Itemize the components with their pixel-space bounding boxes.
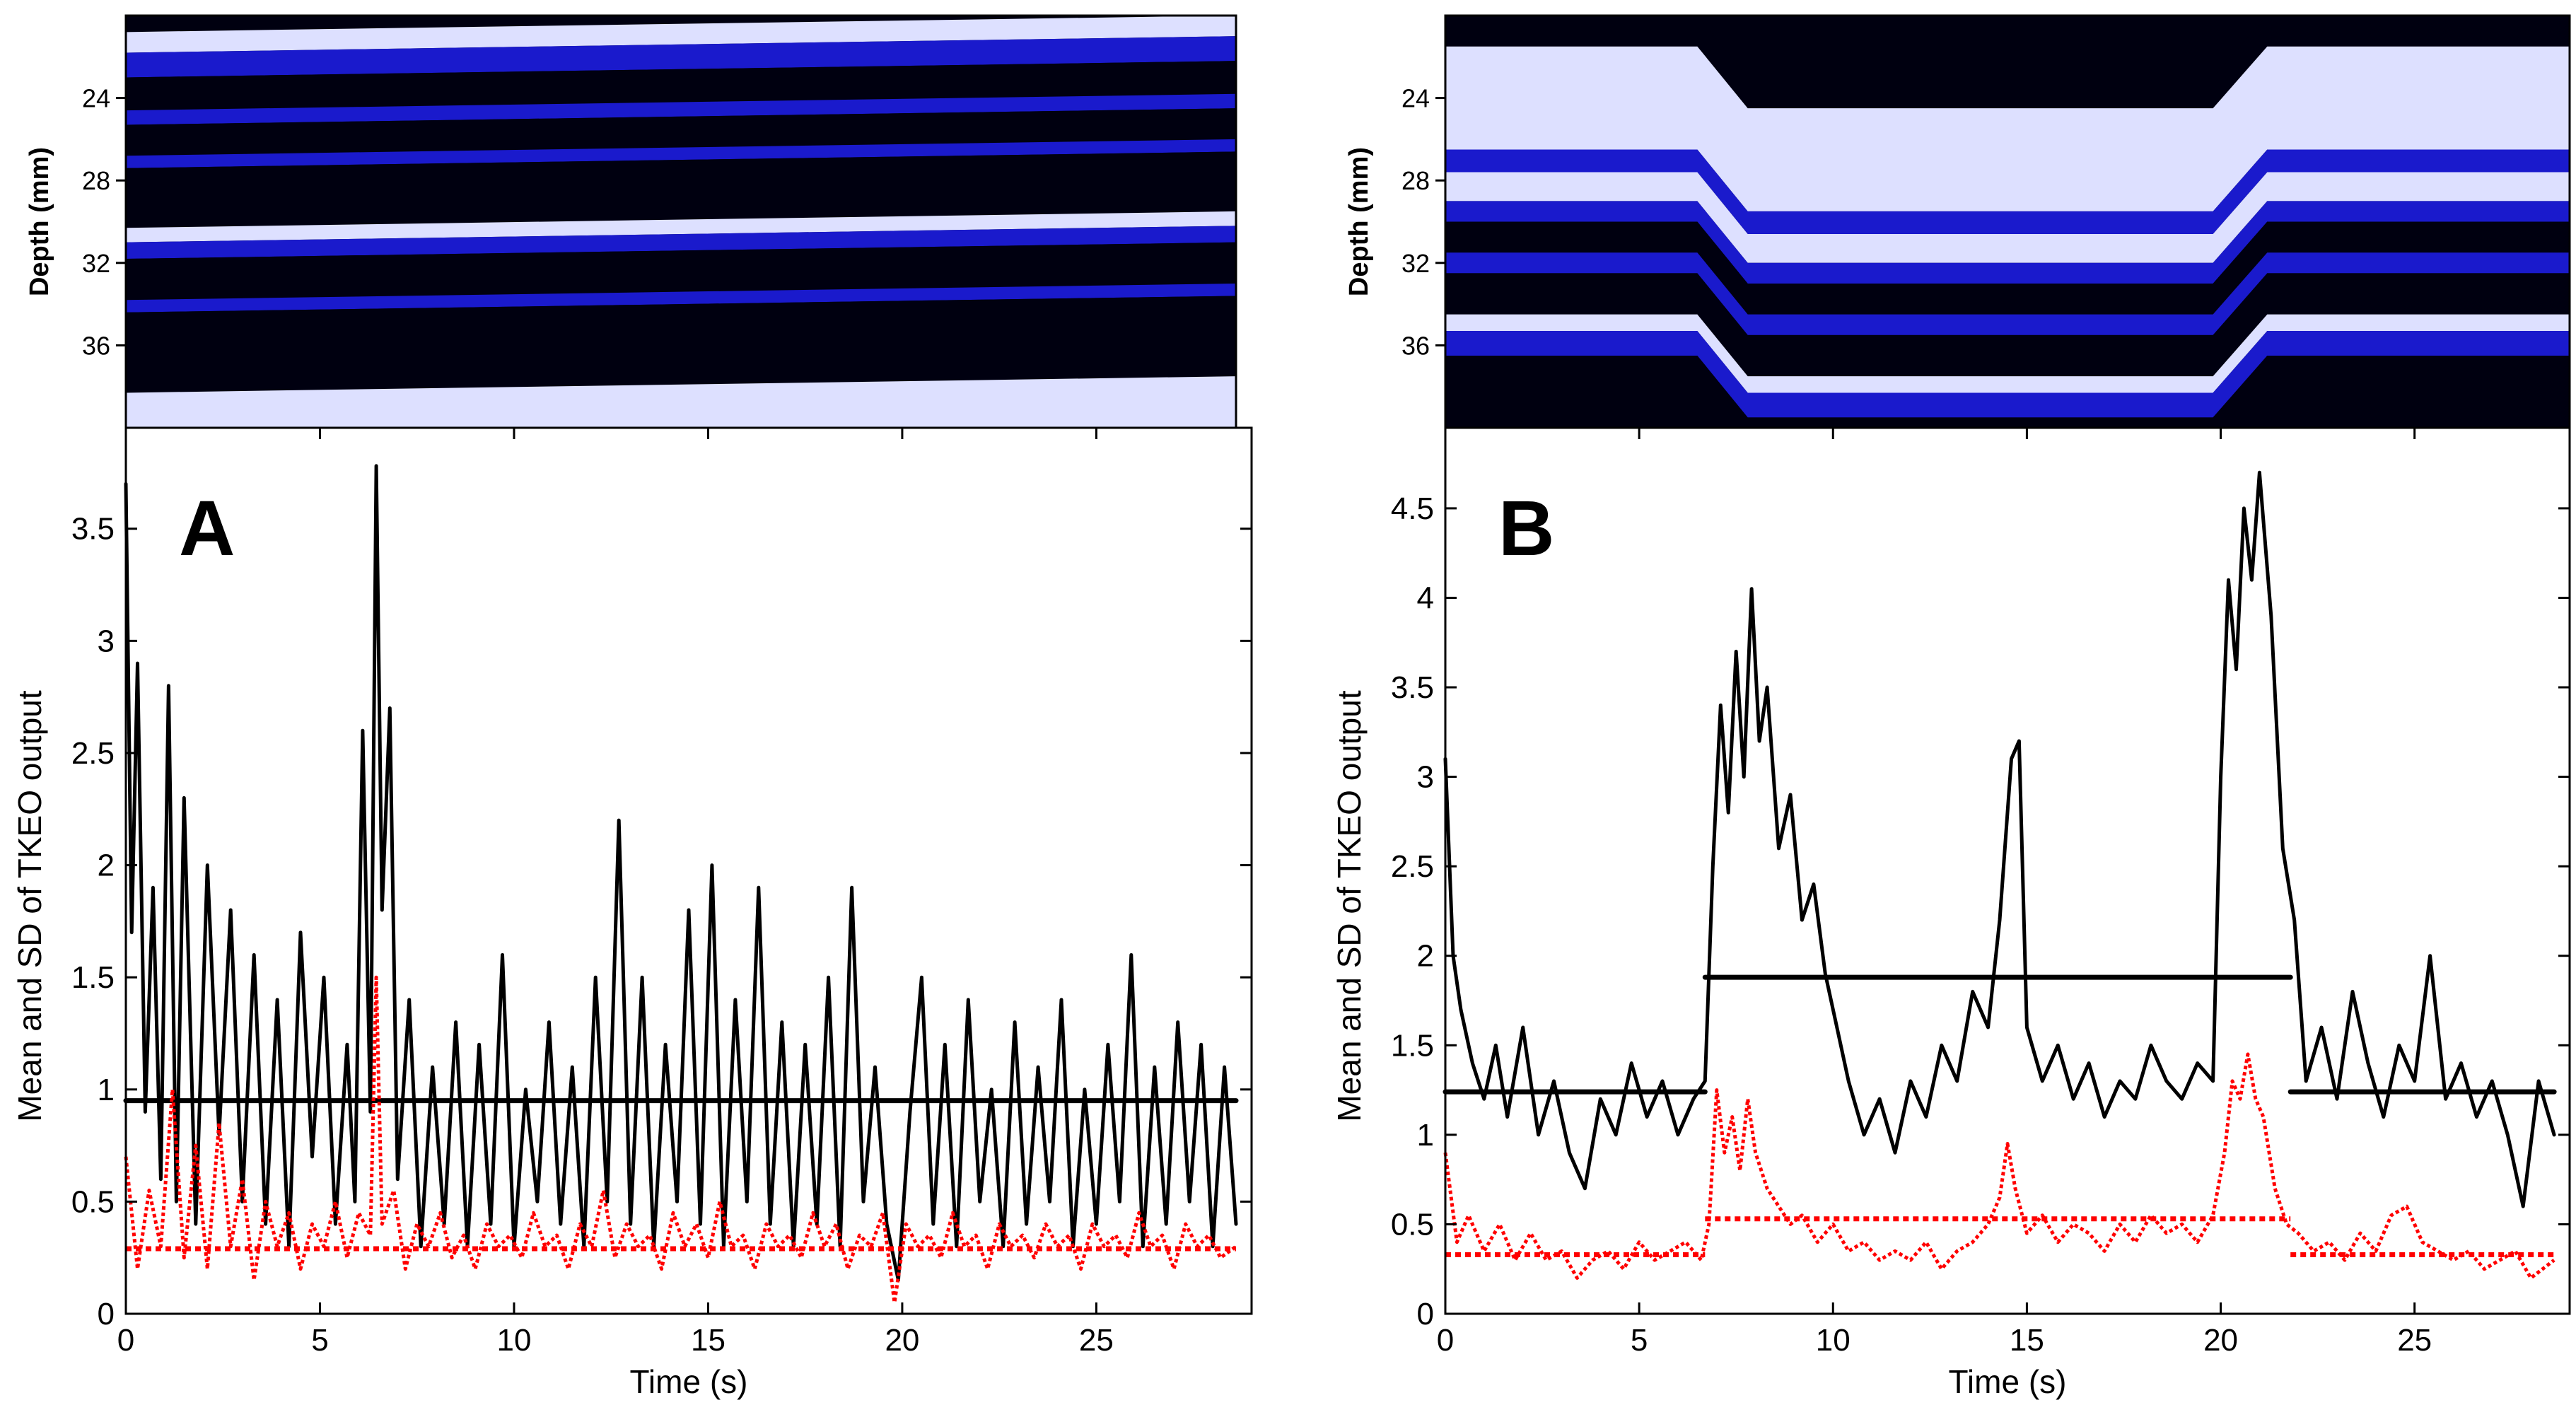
panel-a-heatmap-ytick-label: 36	[82, 331, 110, 360]
panel-a-series-tkeo-sd	[124, 975, 1237, 1305]
panel-a-heatmap-band	[126, 151, 1236, 228]
panel-a-heatmap-ytick-label: 28	[82, 166, 110, 195]
panel-a-ytick-label: 3.5	[71, 512, 115, 547]
panel-b-heatmap-band	[1445, 314, 2570, 393]
panel-b-label: B	[1498, 485, 1554, 572]
panel-a-plot-content	[123, 464, 1239, 1305]
panel-a-xtick-label: 5	[311, 1323, 328, 1358]
panel-a-heatmap-bands	[126, 16, 1236, 428]
panel-a-heatmap-band	[126, 296, 1236, 393]
panel-a-plot-frame	[124, 426, 1253, 1315]
panel-a-ytick-label: 2	[98, 849, 115, 883]
panel-b-ytick-label: 1	[1417, 1118, 1434, 1153]
panel-b-ytick-label: 0	[1417, 1297, 1434, 1331]
panel-a-ytick-label: 3	[98, 624, 115, 658]
panel-b-xtick-label: 20	[2203, 1323, 2238, 1358]
panel-a-ytick-label: 0.5	[71, 1184, 115, 1219]
panel-a-heatmap-ticks: 24 28 32 36	[82, 84, 126, 360]
panel-a-xtick-label: 0	[117, 1323, 134, 1358]
panel-b-heatmap-band	[1445, 273, 2570, 377]
panel-b-heatmap-ytick-label: 24	[1401, 84, 1430, 113]
panel-b-series-tkeo-sd	[1443, 1052, 2555, 1280]
panel-a-heatmap-band	[126, 93, 1236, 125]
panel-b-heatmap-ytick-label: 28	[1401, 166, 1430, 195]
panel-b-heatmap-band	[1445, 330, 2570, 418]
panel-a-xlabel: Time (s)	[630, 1363, 748, 1400]
panel-b-series-tkeo-mean	[1443, 470, 2556, 1208]
panel-a-xtick-label: 20	[885, 1323, 919, 1358]
panel-b-heatmap: 24 28 32 36 Depth (mm)	[1344, 14, 2571, 429]
panel-b-heatmap-ylabel: Depth (mm)	[1344, 147, 1374, 296]
panel-a-heatmap-band	[126, 61, 1236, 111]
panel-b-heatmap-band	[1445, 16, 2570, 109]
panel-b-heatmap-band	[1445, 149, 2570, 234]
panel-b-xtick-label: 10	[1816, 1323, 1851, 1358]
panel-b-chart: 0 5 10 15 20 25 0 0.5 1 1.5 2 2.5 3 3.5 4 4.5 B Time (s…	[1331, 426, 2571, 1400]
panel-b-xtick-label: 25	[2397, 1323, 2432, 1358]
panel-b-heatmap-bands	[1445, 16, 2570, 428]
panel-b-xtick-label: 0	[1437, 1323, 1454, 1358]
panel-b-plot-content	[1443, 470, 2557, 1280]
panel-a-xtick-label: 10	[496, 1323, 531, 1358]
panel-a-xtick-label: 25	[1079, 1323, 1114, 1358]
panel-a-heatmap-band	[126, 226, 1236, 259]
panel-a-heatmap-ytick-label: 24	[82, 84, 110, 113]
panel-a-heatmap-band	[126, 108, 1236, 156]
panel-b-ytick-label: 0.5	[1391, 1207, 1434, 1242]
panel-a-heatmap-band	[126, 211, 1236, 243]
panel-a-heatmap-band	[126, 242, 1236, 301]
panel-a-ytick-label: 0	[98, 1297, 115, 1331]
panel-b-ytick-label: 2.5	[1391, 849, 1434, 884]
panel-b-ytick-label: 4.5	[1391, 491, 1434, 526]
panel-b-ytick-label: 2	[1417, 939, 1434, 974]
panel-a-heatmap-ytick-label: 32	[82, 249, 110, 278]
panel-a-series-tkeo-mean	[124, 464, 1238, 1282]
panel-a-xtick-label: 15	[691, 1323, 725, 1358]
panel-b-ytick-label: 1.5	[1391, 1028, 1434, 1063]
panel-a-axis-ticks: 0 5 10 15 20 25 0 0.5 1 1.5 2 2.5 3 3.5	[71, 428, 1252, 1358]
panel-a-heatmap-band	[126, 376, 1236, 428]
panel-a-heatmap-band	[126, 283, 1236, 313]
panel-b-plot-frame	[1444, 426, 2571, 1315]
panel-b-heatmap-ticks: 24 28 32 36	[1401, 84, 1445, 360]
panel-a-ytick-label: 2.5	[71, 736, 115, 771]
panel-b-xtick-label: 5	[1631, 1323, 1648, 1358]
panel-b-axis-ticks: 0 5 10 15 20 25 0 0.5 1 1.5 2 2.5 3 3.5 4 4.5	[1391, 428, 2570, 1358]
panel-b-xlabel: Time (s)	[1949, 1363, 2067, 1400]
panel-a-heatmap-band	[126, 36, 1236, 78]
panel-a-heatmap-band	[126, 16, 1236, 53]
panel-b-ylabel: Mean and SD of TKEO output	[1331, 690, 1368, 1122]
panel-b-heatmap-ytick-label: 32	[1401, 249, 1430, 278]
panel-b-ytick-label: 4	[1417, 581, 1434, 615]
panel-a-ylabel: Mean and SD of TKEO output	[11, 690, 48, 1122]
panel-a-heatmap: 24 28 32 36 Depth (mm)	[25, 14, 1237, 429]
panel-b-heatmap-band	[1445, 172, 2570, 263]
panel-a-heatmap-ylabel: Depth (mm)	[25, 147, 54, 296]
panel-b-ytick-label: 3.5	[1391, 670, 1434, 705]
panel-b-heatmap-band	[1445, 221, 2570, 315]
panel-a-heatmap-band	[126, 139, 1236, 168]
panel-a-label: A	[179, 485, 235, 572]
panel-b-heatmap-band	[1445, 355, 2570, 428]
panel-a-chart: 0 5 10 15 20 25 0 0.5 1 1.5 2 2.5 3 3.5 A Time (s) Me…	[11, 426, 1253, 1400]
panel-a-ytick-label: 1	[98, 1073, 115, 1107]
panel-b-xtick-label: 15	[2010, 1323, 2044, 1358]
panel-b-heatmap-ytick-label: 36	[1401, 331, 1430, 360]
panel-b-ytick-label: 3	[1417, 760, 1434, 795]
panel-b-heatmap-band	[1445, 46, 2570, 211]
panel-a-ytick-label: 1.5	[71, 960, 115, 995]
